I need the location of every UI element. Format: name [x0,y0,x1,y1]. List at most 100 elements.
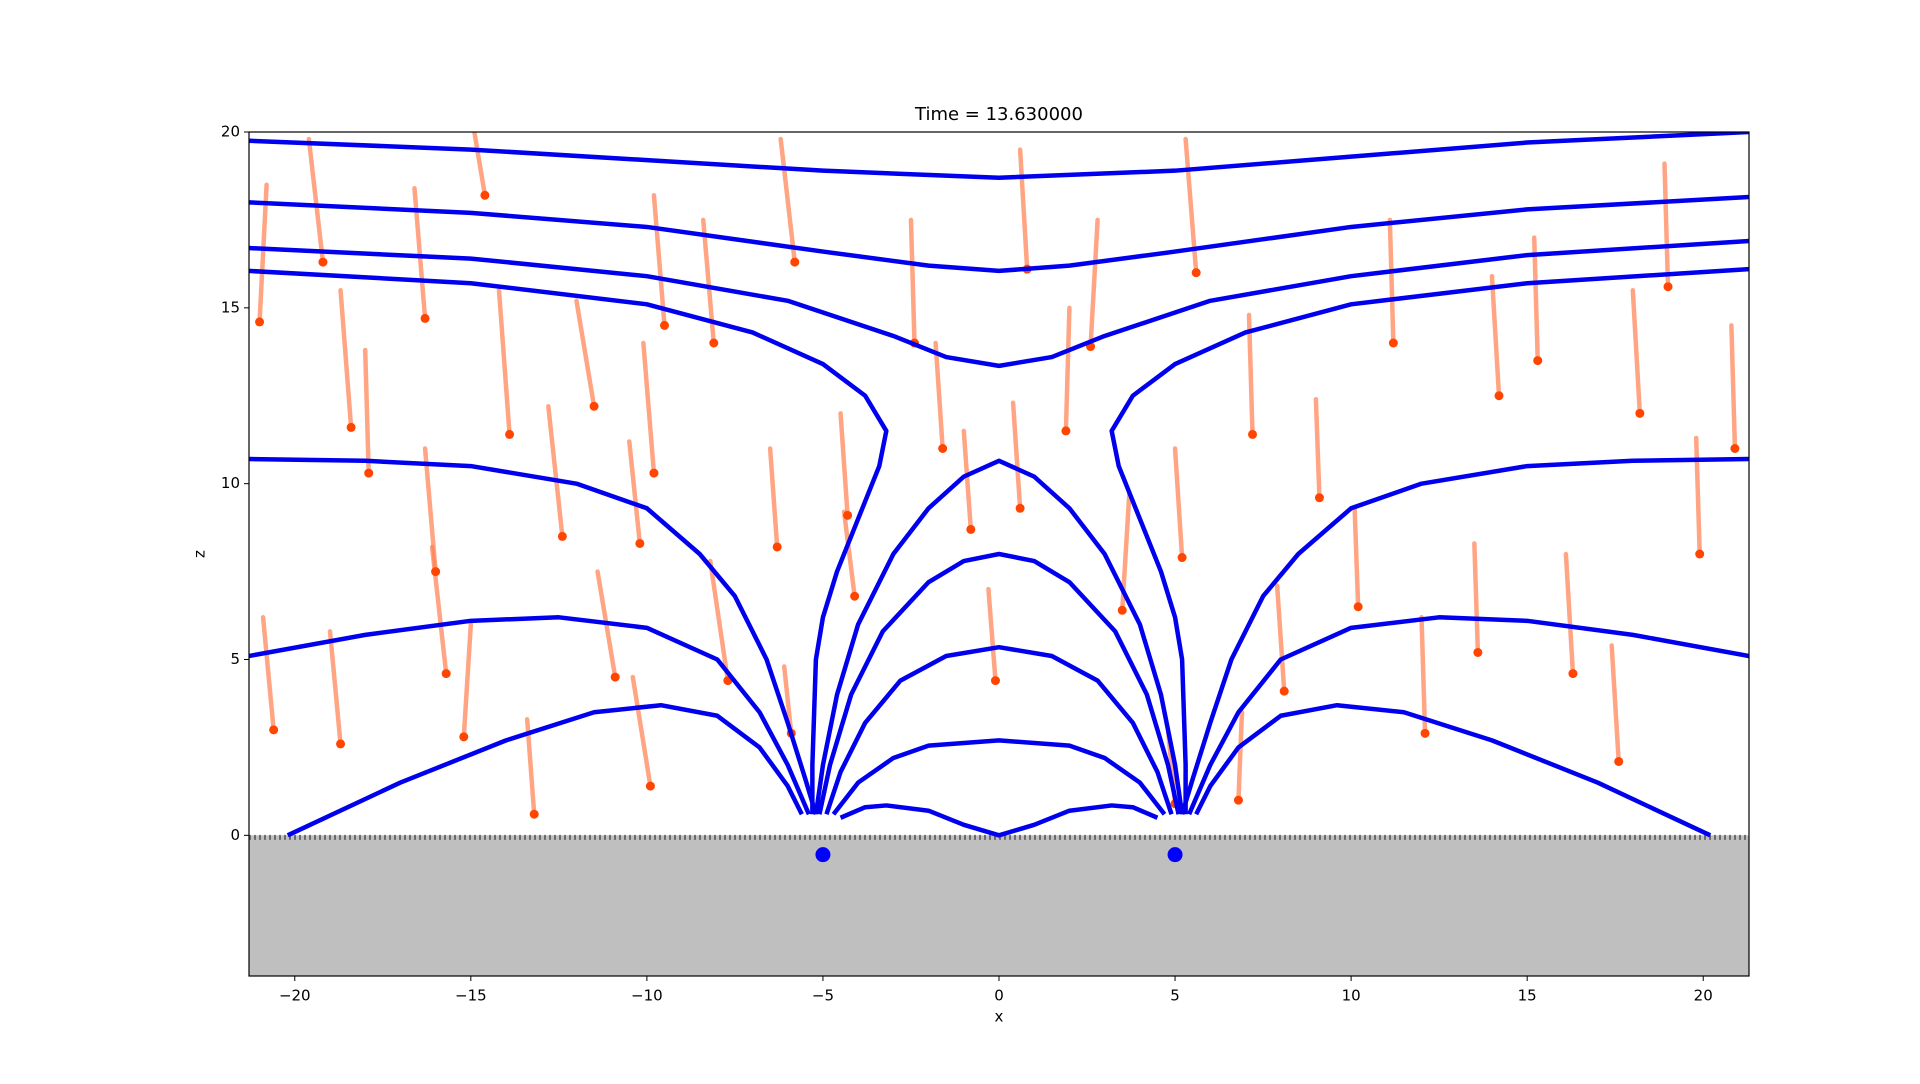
particle [1473,647,1483,657]
particle [1117,605,1127,615]
field-line [839,803,1159,838]
particle [1494,391,1504,401]
field-line [831,738,1167,816]
particle-trail [429,544,449,676]
particle [990,676,1000,686]
particle [1353,602,1363,612]
particle [557,531,567,541]
x-tick-label: 10 [1342,987,1361,1005]
particle [1279,686,1289,696]
particle-trail [641,340,657,476]
particle-trail [257,182,269,325]
particle-trail [1274,583,1287,694]
particle-trail [1246,312,1255,437]
particle [420,313,430,323]
particle [938,444,948,453]
x-tick-label: 0 [994,987,1004,1005]
field-line [249,194,1749,274]
particle-trail [1236,710,1245,803]
field-line [249,456,819,815]
particle [649,468,659,478]
plot-area [249,132,1749,976]
particle-trail [260,615,276,733]
particle-trail [1010,400,1023,511]
particle [1233,795,1243,805]
particle [459,732,469,742]
particle [1015,503,1025,513]
particle-trail [1563,551,1576,676]
particle-trail [1630,288,1643,416]
x-tick-label: −5 [812,987,834,1005]
field-line [249,238,1749,369]
particle [1420,728,1430,738]
particle-trail [778,136,798,265]
particle-trail [838,411,850,518]
x-tick-label: −20 [279,987,311,1005]
particle [1663,282,1673,292]
particle [1533,356,1543,366]
particle-trail [933,340,945,451]
particle-trail [472,132,488,198]
particle-trail [546,404,565,539]
ground [249,835,1749,976]
particle [635,538,645,548]
field-line [1194,702,1712,838]
particle-trail [362,347,371,476]
particle [843,510,853,520]
particle-trail [1063,305,1072,434]
x-tick-label: −15 [455,987,487,1005]
particle-trail [338,288,354,430]
particle-trail [630,674,653,789]
particle-trail [651,193,667,328]
x-tick-label: 20 [1694,987,1713,1005]
particle-trail [1531,235,1540,363]
particle [850,591,860,601]
particle-trail [1472,541,1481,655]
chart-title: Time = 13.630000 [914,104,1083,125]
particle [441,669,451,679]
particle [790,257,800,267]
x-tick-label: 5 [1170,987,1180,1005]
particle-trail [1729,323,1738,451]
particle-trail [1183,136,1199,275]
particle-trail [1172,446,1185,560]
particle-trail [1662,161,1671,289]
y-tick-label: 5 [230,650,240,668]
particle-trail [841,509,857,599]
field-line [817,551,1181,815]
particle [589,401,599,411]
field-line [249,268,889,815]
particle [1191,268,1201,278]
particle [529,809,539,819]
particle-trail [767,446,780,550]
particle [1614,756,1624,766]
particle-trail [306,136,326,265]
particle-trail [1609,643,1621,764]
particle [1388,338,1398,348]
particle [1061,426,1071,436]
field-line [1187,615,1749,816]
particle [772,542,782,552]
particle [336,739,346,749]
particle [1695,549,1705,559]
source-point [815,847,831,863]
particle [709,338,719,348]
particle-trail [1352,506,1361,609]
particle [505,429,515,439]
field-line [824,644,1174,815]
particle-trail [1387,217,1396,346]
particle-trail [1313,397,1322,500]
y-tick-label: 0 [230,826,240,844]
particle-trail [908,217,917,346]
particle [364,468,374,478]
particle-trail [1088,217,1100,349]
particle-trail [708,558,731,683]
particle [659,320,669,330]
particle [1730,444,1740,453]
particle [1177,553,1187,563]
particle [1314,493,1324,503]
source-point [1167,847,1183,863]
particle-trail [412,186,428,321]
particle-trail [781,664,794,736]
